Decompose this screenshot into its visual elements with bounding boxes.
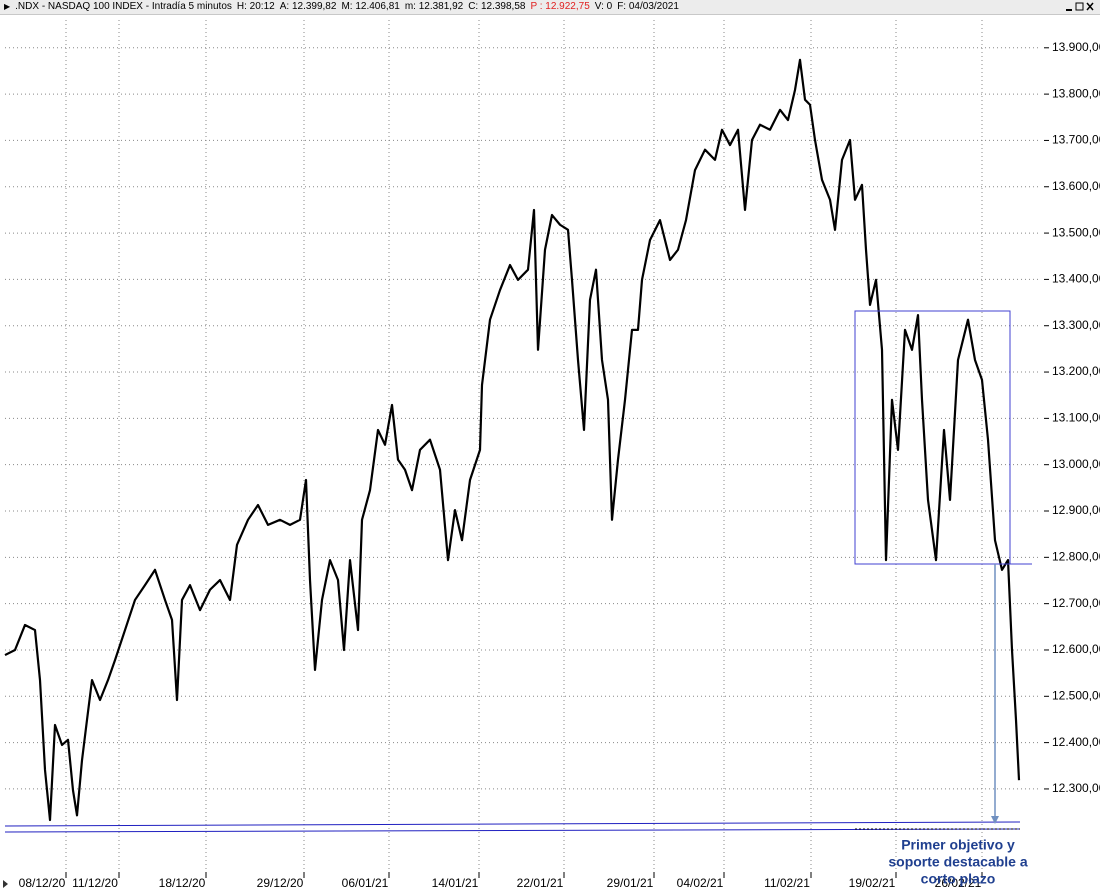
y-tick-label: 13.300,00 [1052,318,1100,332]
y-tick-label: 13.100,00 [1052,411,1100,425]
header-field: m: 12.381,92 [404,1,464,12]
header-field: F: 04/03/2021 [617,1,679,12]
support-line [4,821,1021,827]
header-arrow: ▶ [4,2,11,11]
price-line [4,58,1021,822]
x-tick-label: 29/12/20 [257,876,304,890]
x-tick-label: 04/02/21 [677,876,724,890]
y-tick-label: 12.700,00 [1052,596,1100,610]
y-tick-label: 12.900,00 [1052,503,1100,517]
x-tick-label: 29/01/21 [607,876,654,890]
header-field: H: 20:12 [236,1,275,12]
header-field: P : 12.922,75 [530,1,590,12]
header-field: V: 0 [594,1,613,12]
header-field: A: 12.399,82 [279,1,337,12]
x-tick-label: 11/02/21 [764,876,810,890]
x-tick-label: 11/12/20 [72,876,118,890]
x-tick-label: 18/12/20 [159,876,206,890]
y-tick-label: 13.000,00 [1052,457,1100,471]
annotation: corto plazo [921,871,996,887]
x-tick-label: 22/01/21 [517,876,564,890]
y-tick-label: 13.800,00 [1052,86,1100,100]
x-tick-label: 19/02/21 [849,876,896,890]
window-controls[interactable] [1060,0,1100,14]
y-tick-label: 13.400,00 [1052,272,1100,286]
y-tick-label: 12.800,00 [1052,550,1100,564]
x-tick-label: 08/12/20 [19,876,66,890]
y-tick-label: 12.500,00 [1052,688,1100,702]
y-tick-label: 12.600,00 [1052,642,1100,656]
x-tick-label: 06/01/21 [342,876,389,890]
y-tick-label: 13.900,00 [1052,40,1100,54]
header-title: .NDX - NASDAQ 100 INDEX - Intradía 5 min… [15,1,232,12]
header-field: C: 12.398,58 [468,1,526,12]
y-tick-label: 12.300,00 [1052,781,1100,795]
arrow-head [991,816,999,824]
y-tick-label: 13.200,00 [1052,364,1100,378]
annotation: soporte destacable a [888,854,1027,870]
support-line [4,828,1021,833]
x-tick-label: 26/02/21 [935,876,982,890]
y-tick-label: 13.700,00 [1052,133,1100,147]
y-tick-label: 13.500,00 [1052,225,1100,239]
header-field: M: 12.406,81 [341,1,400,12]
x-tick-label: 14/01/21 [432,876,479,890]
annotation: Primer objetivo y [901,837,1015,853]
y-tick-label: 12.400,00 [1052,735,1100,749]
scroll-arrow[interactable] [3,880,8,888]
range-box [854,310,1011,565]
header-bar: ▶ .NDX - NASDAQ 100 INDEX - Intradía 5 mi… [0,0,1100,15]
y-tick-label: 13.600,00 [1052,179,1100,193]
